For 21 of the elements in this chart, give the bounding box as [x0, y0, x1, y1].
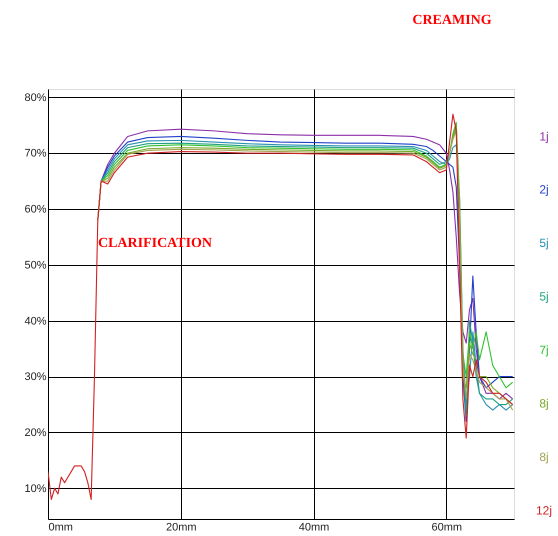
- text: 8j: [539, 450, 549, 464]
- y-tick-label: 70%: [24, 148, 47, 160]
- y-tick-label: 10%: [24, 482, 47, 495]
- y-tick-label: 20%: [24, 426, 47, 439]
- y-tick-label: 60%: [24, 204, 47, 216]
- y-tick-label: 50%: [24, 259, 47, 272]
- y-tick-label: 30%: [24, 371, 47, 384]
- text: CREAMING: [412, 13, 492, 28]
- text: 7j: [539, 343, 549, 358]
- text: 5j: [539, 236, 549, 250]
- x-tick-label: 60mm: [432, 522, 462, 534]
- x-tick-label: 0mm: [48, 522, 73, 534]
- text: 12j: [536, 503, 552, 518]
- text: 1j: [539, 129, 549, 144]
- y-tick-label: 80%: [24, 92, 47, 104]
- x-tick-label: 20mm: [166, 522, 197, 534]
- text: 5j: [539, 290, 549, 304]
- x-tick-label: 40mm: [298, 522, 330, 534]
- text: 8j: [539, 396, 549, 411]
- text: 2j: [539, 182, 549, 197]
- y-tick-label: 40%: [24, 315, 47, 328]
